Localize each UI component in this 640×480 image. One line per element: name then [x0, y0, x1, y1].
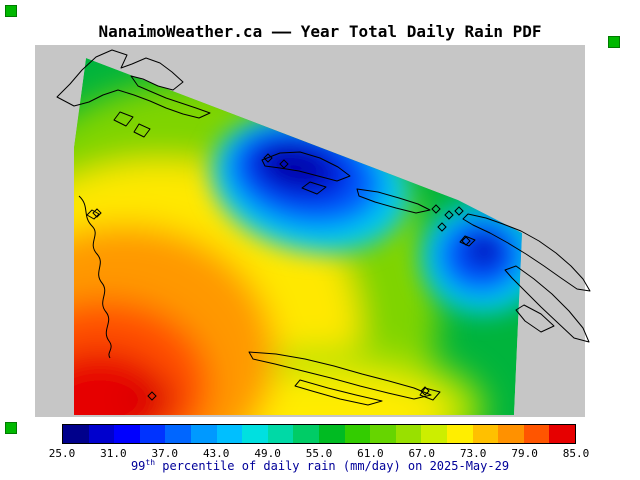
colorbar-segment — [344, 425, 371, 443]
station-marker — [147, 391, 157, 401]
rain-field — [74, 58, 522, 415]
station-marker — [444, 210, 454, 220]
colorbar-tick-label: 55.0 — [305, 447, 333, 460]
caption-percentile-number: 99 — [130, 459, 146, 473]
caption-percentile-suffix: th — [145, 458, 156, 467]
colorbar-segment — [63, 425, 89, 443]
station-marker — [461, 236, 471, 246]
corner-marker-bottom-left — [5, 422, 17, 434]
colorbar-segment — [242, 425, 268, 443]
colorbar-segment — [370, 425, 396, 443]
colorbar-segment — [88, 425, 115, 443]
coastlines — [56, 49, 591, 406]
station-marker — [420, 386, 430, 396]
station-marker — [92, 208, 102, 218]
colorbar-caption: 99th percentile of daily rain (mm/day) o… — [20, 458, 620, 474]
colorbar-tick-label: 37.0 — [151, 447, 179, 460]
station-marker — [454, 206, 464, 216]
colorbar-segment — [190, 425, 217, 443]
corner-marker-right — [608, 36, 620, 48]
colorbar-segment — [293, 425, 319, 443]
colorbar-tick-label: 49.0 — [254, 447, 281, 460]
corner-marker-top-left — [5, 5, 17, 17]
station-marker — [431, 204, 441, 214]
station-marker — [437, 222, 447, 232]
plot-title: NanaimoWeather.ca —— Year Total Daily Ra… — [98, 22, 542, 41]
colorbar-segment — [549, 425, 575, 443]
colorbar-segment — [114, 425, 140, 443]
station-markers — [92, 153, 471, 401]
colorbar-tick-label: 25.0 — [48, 447, 76, 460]
station-marker — [263, 153, 273, 163]
colorbar-segment — [421, 425, 447, 443]
colorbar-tick-label: 73.0 — [459, 447, 487, 460]
colorbar-segment — [446, 425, 473, 443]
colorbar-tick-label: 31.0 — [100, 447, 127, 460]
colorbar-tick-label: 43.0 — [202, 447, 230, 460]
colorbar-segment — [139, 425, 166, 443]
colorbar-tick-label: 85.0 — [562, 447, 590, 460]
station-marker — [279, 159, 289, 169]
colorbar-segment — [395, 425, 422, 443]
colorbar-tick-label: 61.0 — [357, 447, 384, 460]
colorbar-labels: 25.0 31.0 37.0 43.0 49.0 55.0 61.0 67.0 73.0 79.0… — [49, 447, 590, 460]
colorbar-segment — [523, 425, 550, 443]
colorbar-segment — [165, 425, 191, 443]
caption-text: percentile of daily rain (mm/day) on 202… — [155, 459, 510, 473]
colorbar-segment — [472, 425, 499, 443]
colorbar-segment — [216, 425, 243, 443]
colorbar — [62, 424, 576, 444]
colorbar-segment — [318, 425, 345, 443]
colorbar-tick-label: 67.0 — [408, 447, 436, 460]
colorbar-segment — [498, 425, 524, 443]
colorbar-segment — [267, 425, 294, 443]
warm-contours — [74, 80, 485, 415]
colorbar-tick-label: 79.0 — [511, 447, 538, 460]
